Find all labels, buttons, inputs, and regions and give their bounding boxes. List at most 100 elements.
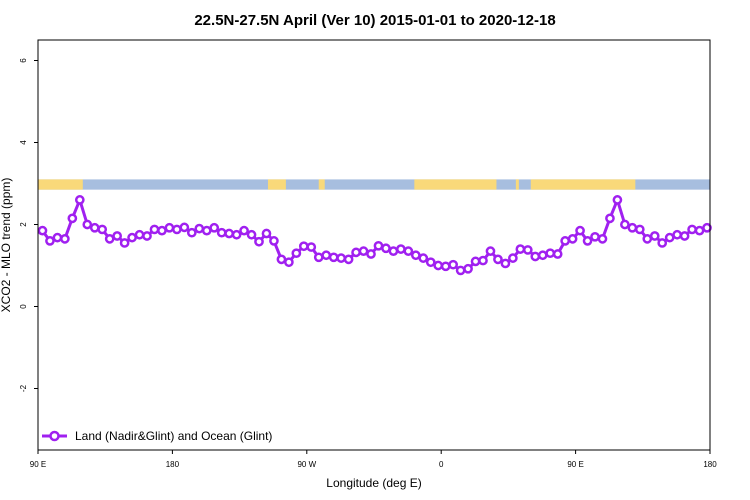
data-point <box>74 195 85 205</box>
data-point <box>246 229 257 240</box>
data-point <box>172 224 182 235</box>
data-point <box>254 236 264 247</box>
x-tick-label: 180 <box>703 460 717 469</box>
data-point <box>67 213 78 224</box>
data-point <box>261 228 272 239</box>
land-segment <box>530 179 636 190</box>
x-tick-label: 90 E <box>567 460 583 469</box>
data-point <box>560 236 570 246</box>
data-point <box>164 222 175 233</box>
data-point <box>508 253 518 263</box>
y-tick-label: 0 <box>19 304 28 309</box>
data-point <box>276 254 287 265</box>
data-point <box>97 224 108 235</box>
data-point <box>418 253 429 263</box>
data-point <box>605 213 615 224</box>
land-segment <box>38 179 83 190</box>
data-point <box>291 248 302 259</box>
data-point <box>664 232 675 243</box>
data-point <box>351 247 361 258</box>
data-point <box>186 227 197 238</box>
data-point <box>231 229 242 240</box>
data-point <box>60 234 70 244</box>
chart-title: 22.5N-27.5N April (Ver 10) 2015-01-01 to… <box>194 12 555 29</box>
land-segment <box>267 179 286 190</box>
data-point <box>537 250 548 261</box>
data-point <box>448 259 458 270</box>
data-point <box>485 246 496 256</box>
data-point <box>463 263 473 274</box>
data-point <box>52 232 63 243</box>
data-point <box>612 195 623 205</box>
data-point <box>410 250 421 261</box>
land-segment <box>515 179 519 190</box>
data-point <box>82 219 93 230</box>
data-point <box>366 249 376 259</box>
data-point <box>306 242 317 252</box>
data-point <box>224 228 234 239</box>
data-point <box>552 249 563 259</box>
x-tick-label: 180 <box>166 460 180 469</box>
legend: Land (Nadir&Glint) and Ocean (Glint) <box>42 429 272 443</box>
data-point <box>119 238 130 248</box>
data-point <box>493 254 503 265</box>
data-point <box>381 243 391 254</box>
data-point <box>694 225 705 236</box>
data-point <box>425 257 436 268</box>
y-tick-label: 4 <box>19 140 28 145</box>
data-point <box>194 223 205 234</box>
data-point <box>567 234 578 244</box>
data-point <box>216 227 227 238</box>
x-tick-label: 90 W <box>297 460 316 469</box>
data-point <box>679 231 690 241</box>
data-point <box>620 219 630 230</box>
data-point <box>127 232 137 243</box>
data-point <box>687 224 697 235</box>
data-point <box>201 225 212 236</box>
data-point <box>545 248 556 259</box>
data-point <box>313 252 324 263</box>
data-point <box>575 225 585 236</box>
data-point <box>328 252 339 263</box>
y-tick-label: 6 <box>19 58 28 63</box>
series-layer <box>37 195 712 276</box>
data-point <box>530 251 541 262</box>
data-point <box>104 234 115 244</box>
ocean-band <box>38 179 710 190</box>
land-segment <box>414 179 497 190</box>
data-point <box>515 244 526 254</box>
data-point <box>142 231 152 241</box>
data-point <box>284 257 294 268</box>
data-point <box>149 224 160 235</box>
land-ocean-mask <box>38 179 710 190</box>
data-point <box>634 224 645 235</box>
data-point <box>269 236 279 246</box>
data-point <box>112 231 122 241</box>
data-point <box>649 231 660 241</box>
data-point <box>433 260 444 271</box>
data-point <box>642 234 653 244</box>
data-point <box>396 244 406 254</box>
y-tick-label: -2 <box>19 384 28 392</box>
y-axis: -2 0 2 4 6 <box>19 58 38 392</box>
y-tick-label: 2 <box>19 222 28 227</box>
land-segment <box>318 179 325 190</box>
data-point <box>373 240 384 251</box>
x-axis: 90 E 180 90 W 0 90 E 180 <box>30 450 717 469</box>
x-axis-title: Longitude (deg E) <box>326 476 421 490</box>
data-point <box>478 255 488 266</box>
data-point <box>590 231 600 242</box>
data-point <box>455 265 466 276</box>
x-tick-label: 90 E <box>30 460 46 469</box>
data-point <box>500 258 511 269</box>
y-axis-title: XCO2 - MLO trend (ppm) <box>0 178 13 313</box>
plot-frame <box>37 39 711 451</box>
data-point <box>358 246 369 256</box>
data-point <box>157 225 167 236</box>
data-point <box>582 236 593 246</box>
data-point <box>37 225 48 236</box>
data-point <box>657 238 668 248</box>
x-tick-label: 0 <box>439 460 444 469</box>
